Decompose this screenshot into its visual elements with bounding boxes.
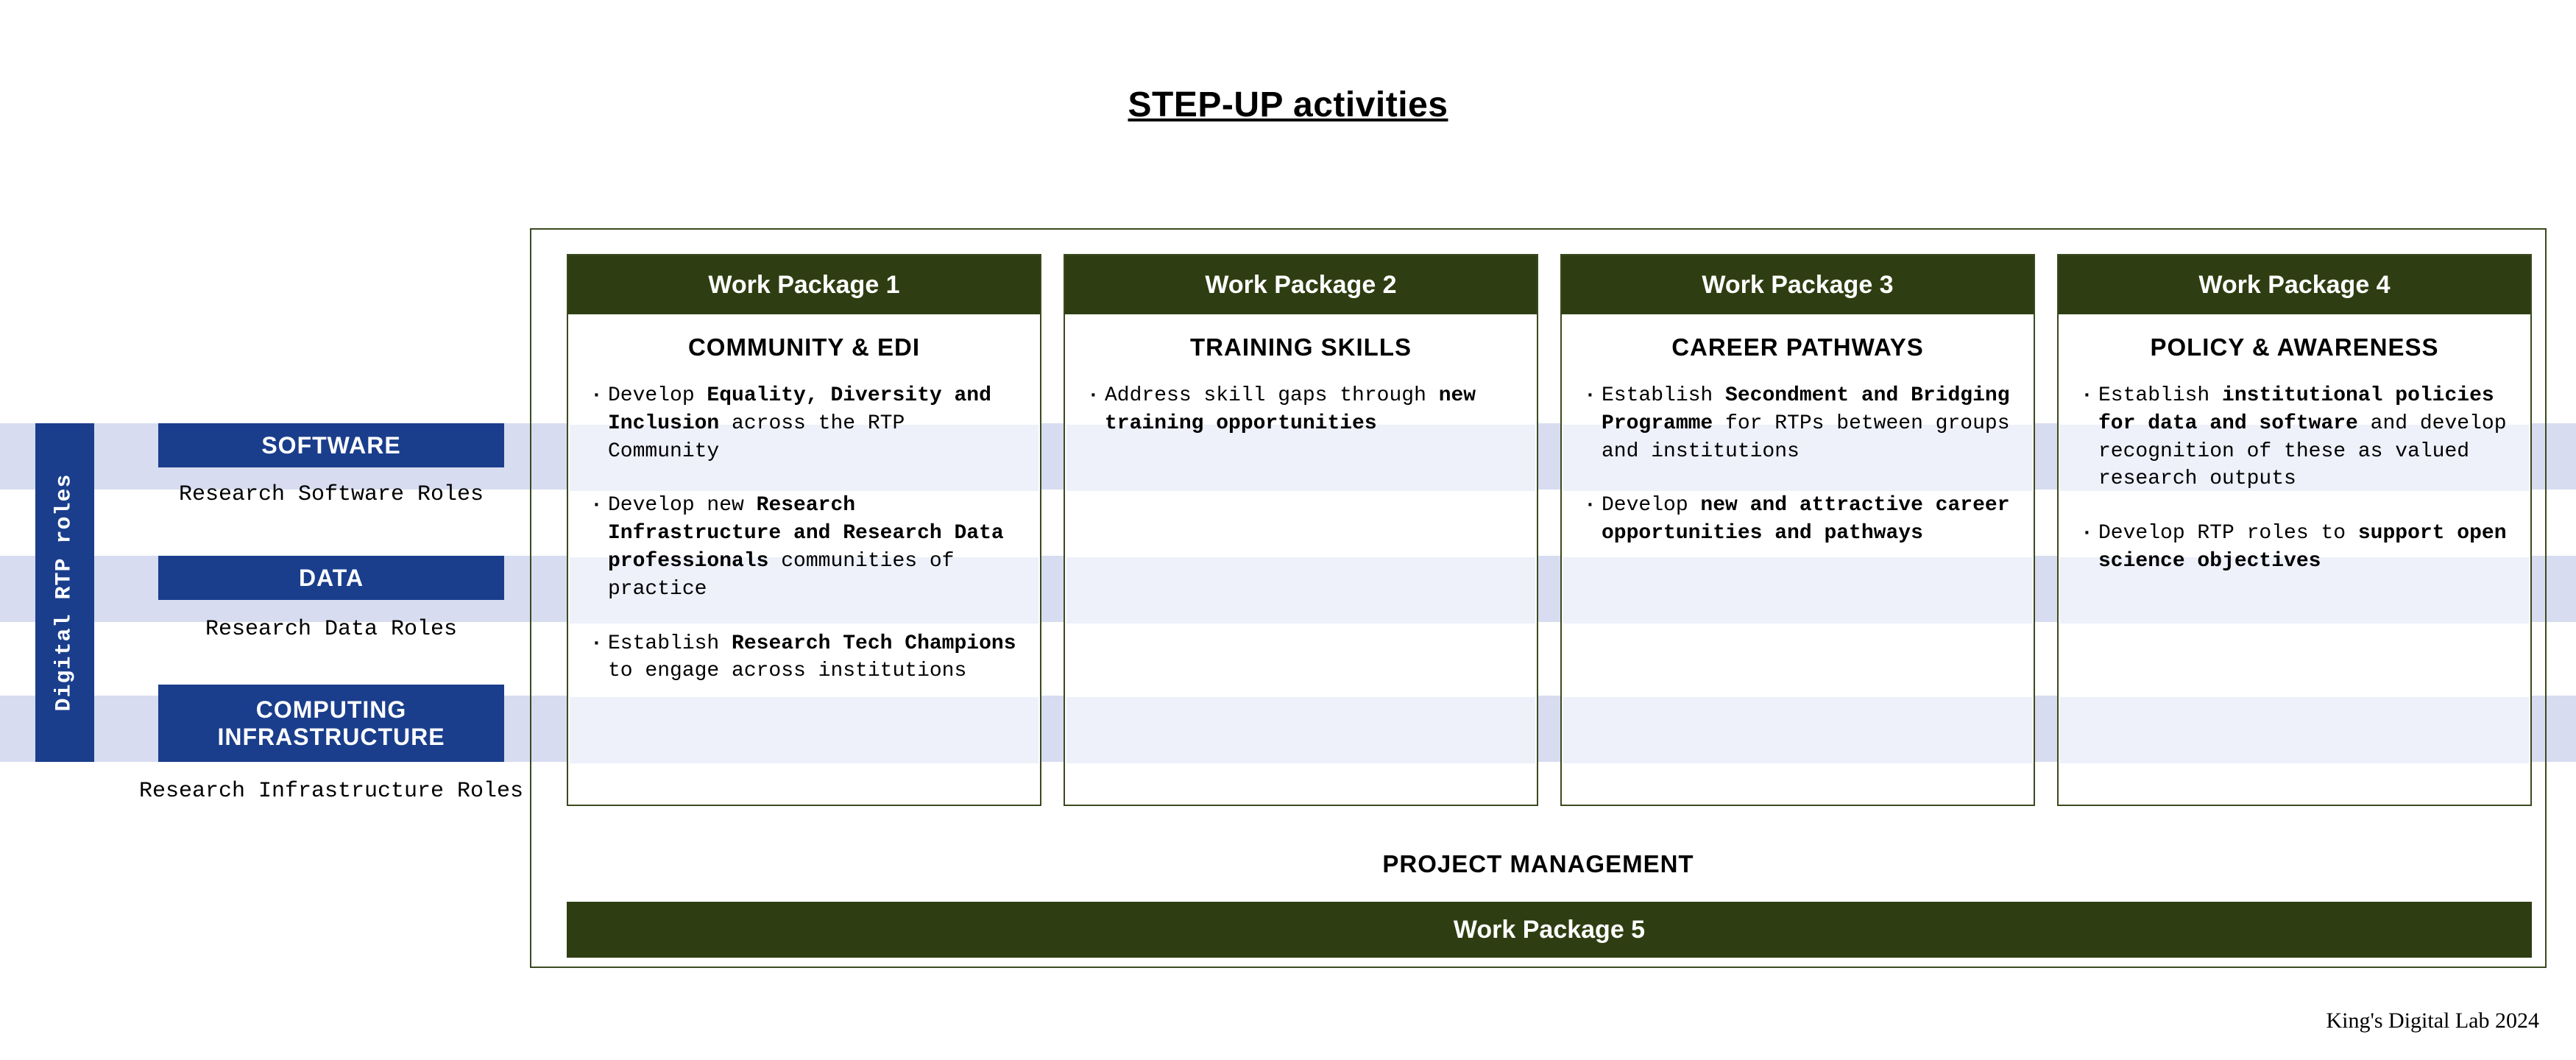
- wp-body: ·Develop Equality, Diversity and Inclusi…: [568, 381, 1040, 700]
- role-title: DATA: [299, 565, 364, 592]
- bullet-dot-icon: ·: [590, 630, 608, 658]
- bullet-dot-icon: ·: [1584, 492, 1602, 520]
- bullet-row: ·Address skill gaps through new training…: [1087, 381, 1515, 438]
- wp-3: Work Package 3 CAREER PATHWAYS ·Establis…: [1560, 254, 2035, 806]
- role-box-data: DATA: [158, 556, 504, 600]
- wp-subtitle: COMMUNITY & EDI: [568, 314, 1040, 381]
- canvas: STEP-UP activities Digital RTP roles SOF…: [0, 0, 2576, 1060]
- page-title: STEP-UP activities: [0, 85, 2576, 125]
- bullet-row: ·Establish institutional policies for da…: [2081, 381, 2508, 493]
- bullet-row: ·Develop RTP roles to support open scien…: [2081, 518, 2508, 576]
- bullet-text: Develop RTP roles to support open scienc…: [2098, 520, 2508, 576]
- bullet-text: Establish Research Tech Champions to eng…: [608, 630, 1018, 686]
- credit-text: King's Digital Lab 2024: [2326, 1008, 2539, 1034]
- wp-bg-stripe: [570, 697, 1038, 763]
- bullet-text: Establish Secondment and Bridging Progra…: [1602, 382, 2011, 465]
- wp-bg-stripe: [1066, 697, 1535, 763]
- wp-4: Work Package 4 POLICY & AWARENESS ·Estab…: [2057, 254, 2532, 806]
- project-management-label: PROJECT MANAGEMENT: [530, 850, 2547, 878]
- wp-2: Work Package 2 TRAINING SKILLS ·Address …: [1064, 254, 1538, 806]
- bullet-text: Develop Equality, Diversity and Inclusio…: [608, 382, 1018, 465]
- bullet-row: ·Establish Secondment and Bridging Progr…: [1584, 381, 2011, 465]
- wp-bg-stripe: [1066, 557, 1535, 623]
- wp-5-header: Work Package 5: [567, 902, 2532, 958]
- wp-body: ·Establish Secondment and Bridging Progr…: [1562, 381, 2034, 562]
- wp-subtitle: TRAINING SKILLS: [1065, 314, 1537, 381]
- wp-header: Work Package 2: [1065, 255, 1537, 314]
- wp-bg-stripe: [1563, 697, 2032, 763]
- wp-1: Work Package 1 COMMUNITY & EDI ·Develop …: [567, 254, 1041, 806]
- wp-bg-stripe: [1563, 557, 2032, 623]
- bullet-dot-icon: ·: [2081, 520, 2098, 548]
- bullet-text: Develop new Research Infrastructure and …: [608, 492, 1018, 603]
- vertical-label: Digital RTP roles: [35, 423, 94, 762]
- bullet-text: Address skill gaps through new training …: [1105, 382, 1515, 438]
- wp-bg-stripe: [2060, 697, 2529, 763]
- bullet-dot-icon: ·: [1087, 382, 1105, 410]
- wp-body: ·Establish institutional policies for da…: [2059, 381, 2530, 590]
- role-box-infra: COMPUTINGINFRASTRUCTURE: [158, 685, 504, 762]
- role-sub-infra: Research Infrastructure Roles: [110, 779, 552, 804]
- bullet-text: Develop new and attractive career opport…: [1602, 492, 2011, 548]
- wp-header: Work Package 4: [2059, 255, 2530, 314]
- bullet-row: ·Establish Research Tech Champions to en…: [590, 629, 1018, 686]
- wp-body: ·Address skill gaps through new training…: [1065, 381, 1537, 453]
- role-title: SOFTWARE: [261, 432, 400, 459]
- bullet-dot-icon: ·: [590, 382, 608, 410]
- vertical-label-text: Digital RTP roles: [52, 473, 77, 711]
- wp-header: Work Package 3: [1562, 255, 2034, 314]
- bullet-dot-icon: ·: [2081, 382, 2098, 410]
- wp-header: Work Package 1: [568, 255, 1040, 314]
- wp-subtitle: POLICY & AWARENESS: [2059, 314, 2530, 381]
- bullet-dot-icon: ·: [1584, 382, 1602, 410]
- role-sub-software: Research Software Roles: [110, 482, 552, 507]
- bullet-row: ·Develop Equality, Diversity and Inclusi…: [590, 381, 1018, 465]
- role-sub-data: Research Data Roles: [110, 617, 552, 642]
- bullet-dot-icon: ·: [590, 492, 608, 520]
- role-title: COMPUTINGINFRASTRUCTURE: [217, 696, 445, 751]
- role-box-software: SOFTWARE: [158, 423, 504, 467]
- bullet-row: ·Develop new Research Infrastructure and…: [590, 490, 1018, 603]
- bullet-text: Establish institutional policies for dat…: [2098, 382, 2508, 493]
- bullet-row: ·Develop new and attractive career oppor…: [1584, 490, 2011, 548]
- wp-subtitle: CAREER PATHWAYS: [1562, 314, 2034, 381]
